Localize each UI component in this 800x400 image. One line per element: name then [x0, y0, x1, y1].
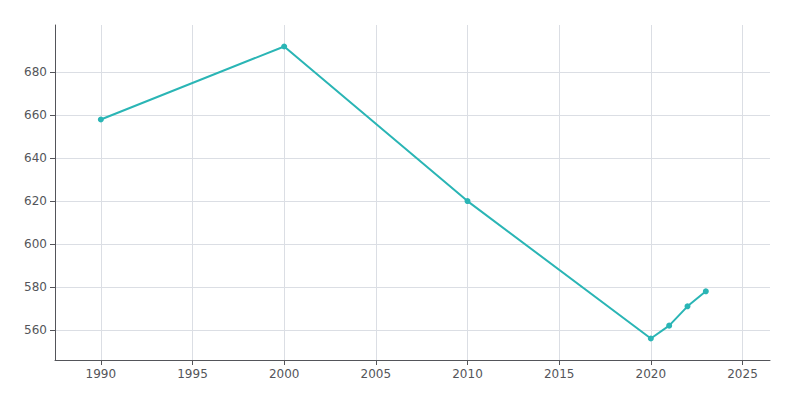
svg-text:680: 680 [24, 65, 47, 79]
svg-text:580: 580 [24, 280, 47, 294]
svg-text:560: 560 [24, 323, 47, 337]
svg-text:1990: 1990 [86, 367, 117, 381]
svg-text:2000: 2000 [269, 367, 300, 381]
svg-text:2010: 2010 [452, 367, 483, 381]
svg-text:2020: 2020 [636, 367, 667, 381]
svg-text:2025: 2025 [727, 367, 758, 381]
svg-text:640: 640 [24, 151, 47, 165]
svg-text:2005: 2005 [361, 367, 392, 381]
svg-text:1995: 1995 [177, 367, 208, 381]
svg-text:620: 620 [24, 194, 47, 208]
svg-text:2015: 2015 [544, 367, 575, 381]
svg-text:660: 660 [24, 108, 47, 122]
svg-text:600: 600 [24, 237, 47, 251]
